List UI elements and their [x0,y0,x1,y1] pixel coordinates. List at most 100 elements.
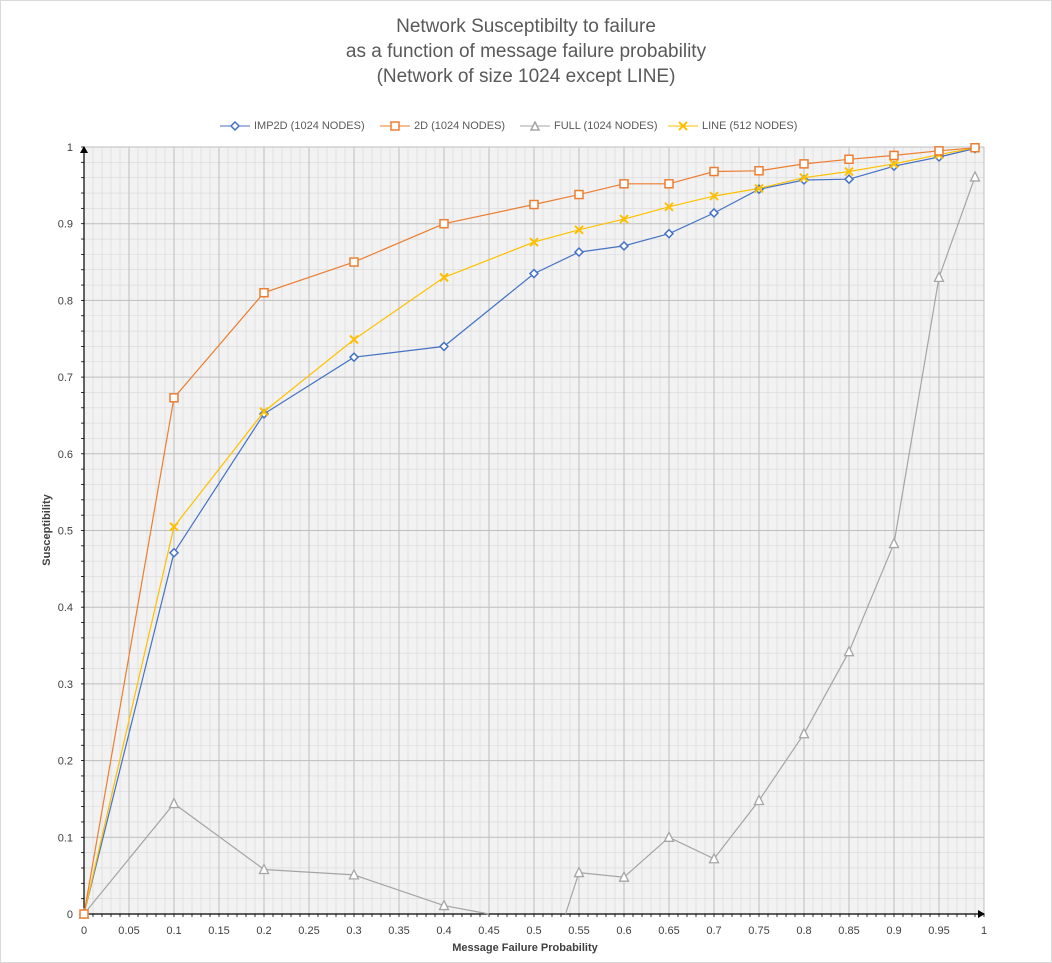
data-point [754,183,764,194]
data-point [438,341,450,352]
legend-label-2d: 2D (1024 NODES) [414,120,506,132]
legend-item-line: LINE (512 NODES) [668,116,797,136]
x-axis-arrow-icon [978,910,985,918]
data-point [574,189,584,200]
data-point [528,268,540,279]
y-tick-label: 0.4 [58,602,73,614]
data-point [663,228,675,239]
data-point [619,214,629,224]
x-tick-label: 0.1 [166,925,181,937]
x-tick-label: 0.05 [118,925,139,937]
data-point [439,218,449,229]
data-point [663,830,675,842]
data-point [844,154,854,165]
data-point [799,172,809,183]
data-point [619,179,629,189]
y-axis-label: Susceptibility [41,493,53,565]
x-tick-label: 1 [981,925,987,937]
chart-legend: IMP2D (1024 NODES) 2D (1024 NODES) FULL … [0,116,1052,136]
x-tick-label: 0.55 [568,925,589,937]
y-tick-label: 0.6 [58,449,73,461]
series-line [83,147,976,915]
data-point [258,863,270,875]
data-point [169,521,179,532]
x-tick-label: 0.6 [616,925,631,937]
x-tick-label: 0.8 [796,925,811,937]
series-line [83,147,976,915]
x-tick-label: 0.7 [706,925,721,937]
data-point [258,408,270,419]
data-point [754,166,764,176]
x-tick-label: 0.45 [478,925,499,937]
legend-label-full: FULL (1024 NODES) [554,120,658,132]
data-point [969,170,981,182]
data-point [574,225,584,235]
series-line-gap-segment [443,872,580,915]
data-point [438,899,450,911]
data-point [618,240,630,252]
data-point [709,166,719,177]
series-full [78,170,981,919]
data-point [843,174,855,185]
y-tick-label: 0 [67,909,73,921]
y-tick-label: 0.8 [58,295,73,307]
x-tick-label: 0.3 [346,925,361,937]
data-point [168,797,180,809]
data-point [259,287,269,298]
x-tick-label: 0.65 [658,925,679,937]
data-point [529,237,539,247]
data-point [799,159,809,169]
data-point [934,146,944,156]
data-point [889,150,899,161]
legend-item-imp2d: IMP2D (1024 NODES) [220,116,365,136]
series-group [78,143,981,920]
data-point [889,159,899,169]
data-point [168,547,180,558]
data-point [888,537,900,549]
chart-title-line-3: (Network of size 1024 except LINE) [376,66,676,87]
data-point [573,866,585,878]
legend-item-2d: 2D (1024 NODES) [380,116,505,136]
x-tick-label: 0.25 [298,925,319,937]
x-tick-label: 0 [81,925,87,937]
data-point [843,645,855,657]
x-tick-label: 0.15 [208,925,229,937]
data-point [349,334,359,345]
y-axis-arrow-icon [80,146,88,153]
data-point [664,179,674,189]
data-point [348,868,360,880]
y-tick-label: 0.7 [58,372,73,384]
data-point [970,143,980,153]
legend-label-line: LINE (512 NODES) [702,120,798,132]
data-point [529,199,539,210]
data-point [259,406,269,417]
data-point [349,257,359,267]
data-point [708,207,720,219]
grid-lines [83,146,985,915]
legend-label-imp2d: IMP2D (1024 NODES) [254,120,365,132]
data-point [348,352,360,363]
chart-title-line-1: Network Susceptibilty to failure [396,16,656,37]
data-point [753,794,765,806]
axes [80,146,985,918]
legend-marker-imp2d-icon [220,121,250,131]
series-line [83,147,976,915]
x-axis-label: Message Failure Probability [452,942,598,954]
x-tick-label: 0.85 [838,925,859,937]
x-tick-label: 0.95 [928,925,949,937]
y-tick-label: 0.9 [58,219,73,231]
y-tick-label: 1 [67,142,73,154]
legend-marker-line-icon [668,121,698,131]
data-point [709,191,719,201]
x-tick-label: 0.5 [526,925,541,937]
y-tick-label: 0.1 [58,832,73,844]
legend-marker-full-icon [520,121,550,131]
tick-labels: 0 0.05 0.1 0.15 0.2 0.25 0.3 0.35 0.4 0.45 0.5 0.55… [58,142,987,937]
y-tick-label: 0.3 [58,679,73,691]
data-point [439,272,449,283]
y-tick-label: 0.5 [58,526,73,538]
y-tick-label: 0.2 [58,756,73,768]
data-point [169,393,179,403]
data-point [573,247,585,258]
